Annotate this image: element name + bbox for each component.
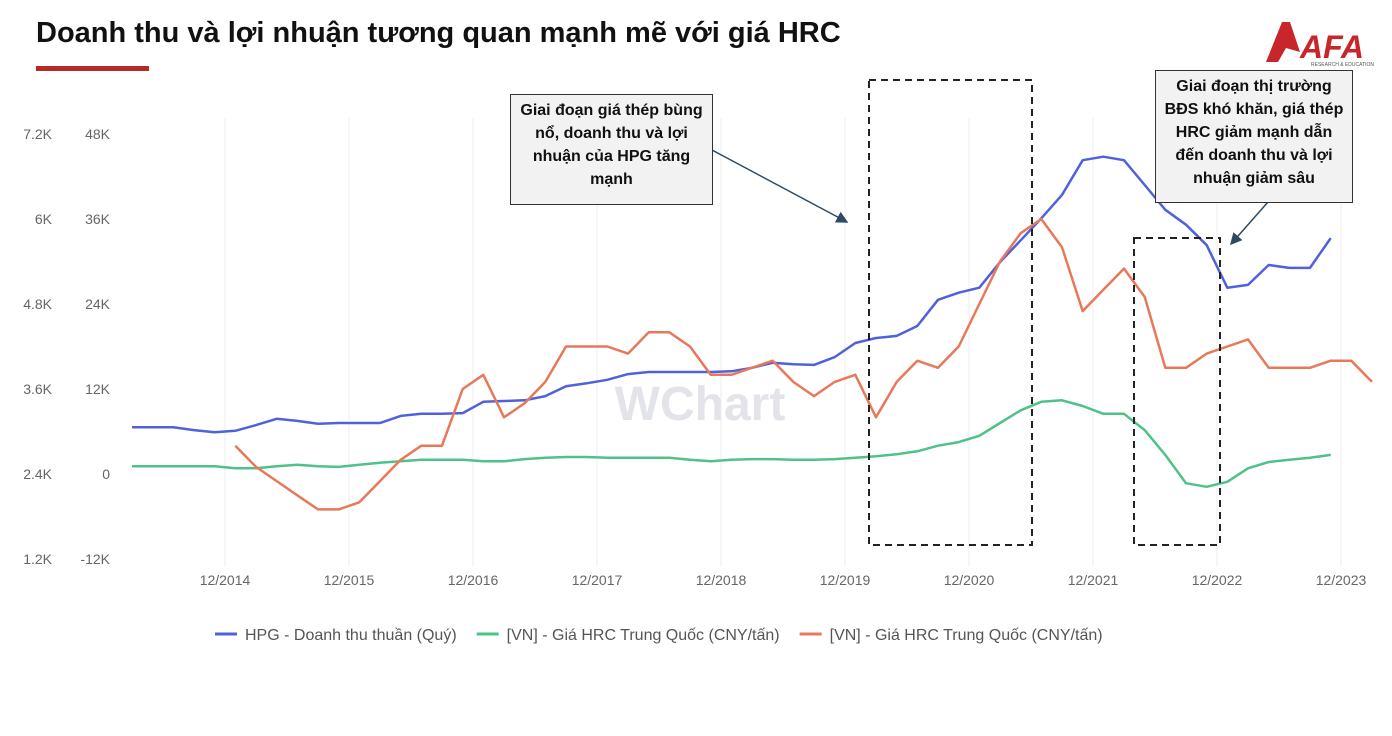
annotation: Giai đoạn giá thép bùng nổ, doanh thu và… xyxy=(510,94,713,205)
x-tick-label: 12/2020 xyxy=(944,572,995,588)
period-box xyxy=(1133,237,1221,546)
legend-label: [VN] - Giá HRC Trung Quốc (CNY/tấn) xyxy=(507,627,780,644)
y2-tick-label: 6K xyxy=(35,211,53,227)
y2-tick-label: 4.8K xyxy=(23,296,52,312)
legend-label: HPG - Doanh thu thuần (Quý) xyxy=(245,627,457,644)
x-tick-label: 12/2014 xyxy=(200,572,251,588)
y2-tick-label: 7.2K xyxy=(23,126,52,142)
legend-label: [VN] - Giá HRC Trung Quốc (CNY/tấn) xyxy=(830,627,1103,644)
logo-subtitle: RESEARCH & EDUCATION xyxy=(1311,62,1374,68)
chart-title: Doanh thu và lợi nhuận tương quan mạnh m… xyxy=(36,17,841,49)
x-tick-label: 12/2016 xyxy=(448,572,499,588)
x-tick-label: 12/2023 xyxy=(1316,572,1367,588)
logo: AFA xyxy=(1299,29,1364,65)
y2-tick-label: 3.6K xyxy=(23,381,52,397)
y-tick-label: 0 xyxy=(102,466,110,482)
arrow xyxy=(1230,201,1269,246)
arrow xyxy=(711,149,849,223)
x-tick-label: 12/2019 xyxy=(820,572,871,588)
watermark: WChart xyxy=(615,378,786,431)
annotation: Giai đoạn thị trường BĐS khó khăn, giá t… xyxy=(1155,70,1353,203)
period-box xyxy=(868,79,1033,546)
y-tick-label: 36K xyxy=(85,211,111,227)
series-line xyxy=(234,217,1373,511)
x-tick-label: 12/2018 xyxy=(696,572,747,588)
x-tick-label: 12/2015 xyxy=(324,572,375,588)
series-line xyxy=(132,155,1332,434)
y-tick-label: 48K xyxy=(85,126,111,142)
y2-tick-label: 1.2K xyxy=(23,551,52,567)
x-tick-label: 12/2017 xyxy=(572,572,623,588)
title-underline xyxy=(36,66,149,71)
x-tick-label: 12/2022 xyxy=(1192,572,1243,588)
y2-tick-label: 2.4K xyxy=(23,466,52,482)
y-tick-label: -12K xyxy=(80,551,110,567)
series-line xyxy=(132,399,1331,489)
logo-mark xyxy=(1266,22,1300,62)
x-tick-label: 12/2021 xyxy=(1068,572,1119,588)
y-tick-label: 12K xyxy=(85,381,111,397)
y-tick-label: 24K xyxy=(85,296,111,312)
